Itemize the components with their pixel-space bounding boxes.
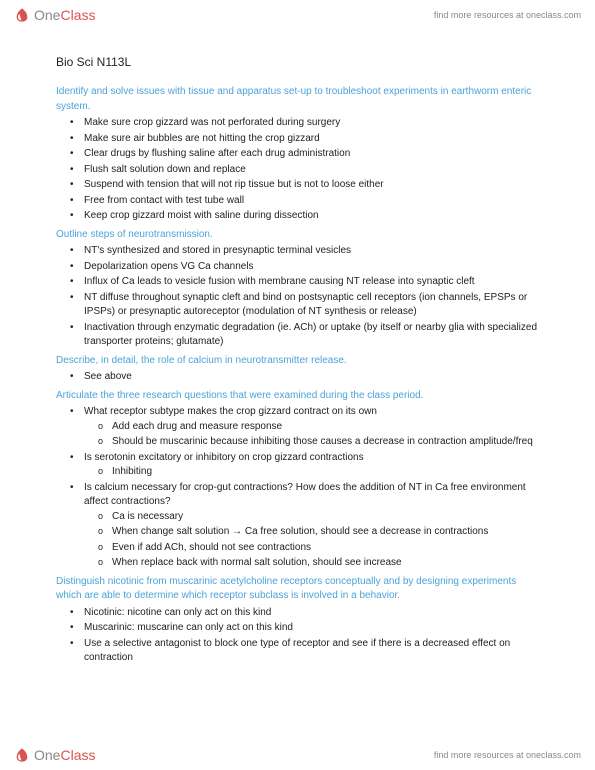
sub-list: Ca is necessaryWhen change salt solution… — [84, 510, 539, 571]
header-bar: OneClass find more resources at oneclass… — [0, 0, 595, 30]
list-item: Depolarization opens VG Ca channels — [84, 260, 539, 275]
list-item: Nicotinic: nicotine can only act on this… — [84, 606, 539, 621]
list-item: Make sure air bubbles are not hitting th… — [84, 132, 539, 147]
brand-text: OneClass — [34, 7, 95, 23]
section-heading: Distinguish nicotinic from muscarinic ac… — [56, 575, 539, 604]
list-item: Use a selective antagonist to block one … — [84, 637, 539, 666]
list-item: Is calcium necessary for crop-gut contra… — [84, 481, 539, 571]
list-item: What receptor subtype makes the crop giz… — [84, 405, 539, 450]
sub-list-item: Should be muscarinic because inhibiting … — [112, 435, 539, 450]
list-item: See above — [84, 370, 539, 385]
list-item: Make sure crop gizzard was not perforate… — [84, 116, 539, 131]
section-heading: Identify and solve issues with tissue an… — [56, 85, 539, 114]
brand-text-footer: OneClass — [34, 747, 95, 763]
list-item: Keep crop gizzard moist with saline duri… — [84, 209, 539, 224]
leaf-icon — [14, 7, 30, 23]
section-heading: Describe, in detail, the role of calcium… — [56, 354, 539, 369]
list-item: Clear drugs by flushing saline after eac… — [84, 147, 539, 162]
list-item: Influx of Ca leads to vesicle fusion wit… — [84, 275, 539, 290]
sub-list-item: When change salt solution → Ca free solu… — [112, 525, 539, 540]
bullet-list: Make sure crop gizzard was not perforate… — [56, 116, 539, 224]
list-item: Is serotonin excitatory or inhibitory on… — [84, 451, 539, 480]
brand-logo[interactable]: OneClass — [14, 7, 95, 23]
leaf-icon — [14, 747, 30, 763]
page-title: Bio Sci N113L — [56, 54, 539, 71]
sub-list: Inhibiting — [84, 465, 539, 480]
bullet-list: What receptor subtype makes the crop giz… — [56, 405, 539, 571]
list-item: Free from contact with test tube wall — [84, 194, 539, 209]
list-item: Inactivation through enzymatic degradati… — [84, 321, 539, 350]
sub-list-item: Even if add ACh, should not see contract… — [112, 541, 539, 556]
bullet-list: NT's synthesized and stored in presynapt… — [56, 244, 539, 350]
document-body: Bio Sci N113L Identify and solve issues … — [0, 30, 595, 678]
resources-link-bottom[interactable]: find more resources at oneclass.com — [434, 750, 581, 760]
section-heading: Articulate the three research questions … — [56, 389, 539, 404]
sub-list-item: When replace back with normal salt solut… — [112, 556, 539, 571]
bullet-list: Nicotinic: nicotine can only act on this… — [56, 606, 539, 666]
sub-list-item: Inhibiting — [112, 465, 539, 480]
list-item: Suspend with tension that will not rip t… — [84, 178, 539, 193]
list-item: Flush salt solution down and replace — [84, 163, 539, 178]
sub-list: Add each drug and measure responseShould… — [84, 420, 539, 450]
brand-logo-footer[interactable]: OneClass — [14, 747, 95, 763]
sub-list-item: Add each drug and measure response — [112, 420, 539, 435]
list-item: Muscarinic: muscarine can only act on th… — [84, 621, 539, 636]
sub-list-item: Ca is necessary — [112, 510, 539, 525]
list-item: NT's synthesized and stored in presynapt… — [84, 244, 539, 259]
bullet-list: See above — [56, 370, 539, 385]
section-heading: Outline steps of neurotransmission. — [56, 228, 539, 243]
resources-link-top[interactable]: find more resources at oneclass.com — [434, 10, 581, 20]
list-item: NT diffuse throughout synaptic cleft and… — [84, 291, 539, 320]
footer-bar: OneClass find more resources at oneclass… — [0, 740, 595, 770]
